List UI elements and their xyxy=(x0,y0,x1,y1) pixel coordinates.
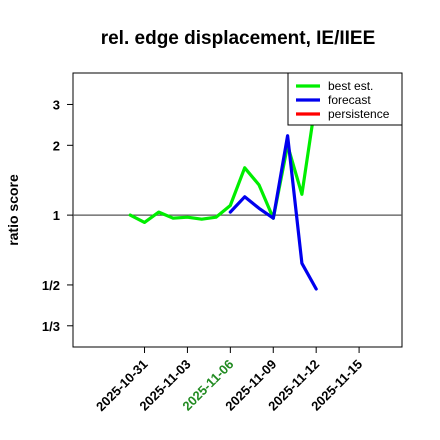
y-tick-label: 1/3 xyxy=(42,319,60,334)
legend-label: forecast xyxy=(328,93,371,107)
plot-frame xyxy=(72,72,403,348)
y-tick-label: 1 xyxy=(53,208,60,223)
legend-label: persistence xyxy=(328,107,390,121)
y-axis-label: ratio score xyxy=(5,174,21,246)
chart-title: rel. edge displacement, IE/IIEE xyxy=(101,28,376,49)
y-tick-label: 1/2 xyxy=(42,278,60,293)
legend-label: best est. xyxy=(328,79,373,93)
series-line-forecast xyxy=(228,134,318,291)
y-tick-label: 3 xyxy=(53,97,60,112)
y-tick-label: 2 xyxy=(53,138,60,153)
